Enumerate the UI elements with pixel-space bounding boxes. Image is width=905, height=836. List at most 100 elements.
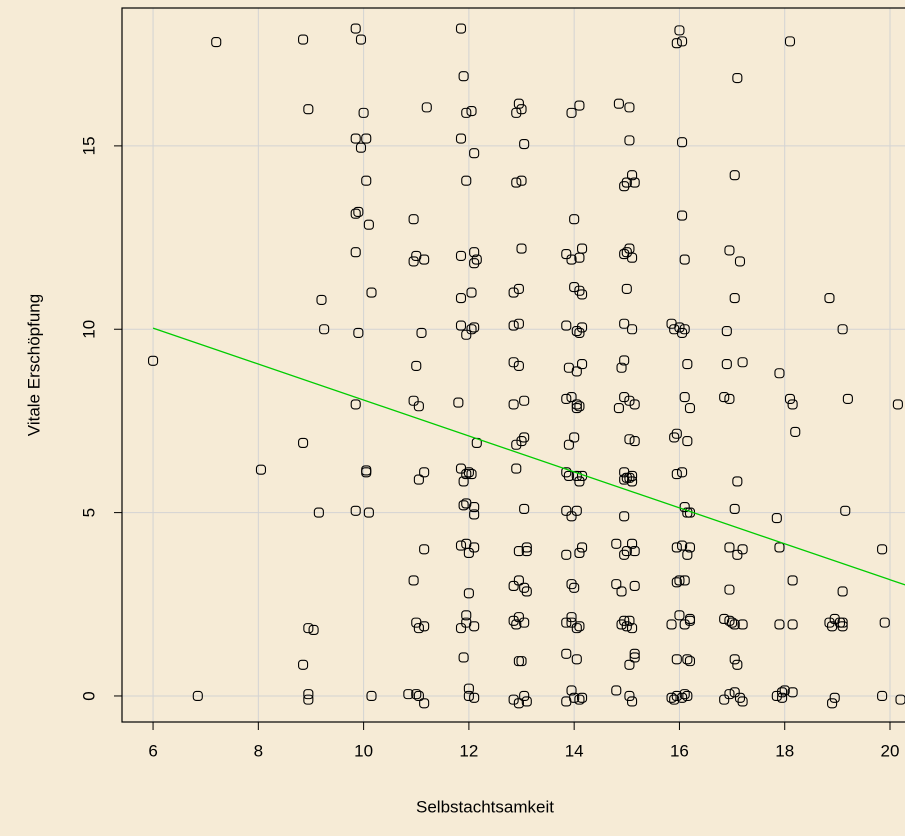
- point: [616, 586, 627, 597]
- point: [192, 690, 203, 702]
- point: [298, 659, 309, 670]
- point: [619, 615, 630, 626]
- point: [516, 104, 527, 115]
- point: [563, 439, 574, 450]
- point: [458, 500, 469, 511]
- point: [674, 322, 685, 333]
- point: [671, 469, 682, 480]
- point: [824, 617, 835, 628]
- point: [571, 654, 582, 665]
- point: [571, 623, 582, 634]
- point: [774, 619, 785, 630]
- point: [469, 247, 480, 258]
- point: [455, 133, 467, 144]
- point: [463, 690, 474, 702]
- y-tick-label: 5: [79, 508, 98, 517]
- point: [729, 503, 740, 514]
- point: [624, 135, 635, 146]
- point: [403, 689, 414, 700]
- point: [563, 470, 574, 481]
- point: [682, 654, 693, 665]
- point: [519, 503, 530, 514]
- point: [298, 437, 309, 448]
- point: [837, 324, 848, 335]
- point: [627, 252, 638, 263]
- point: [892, 399, 903, 410]
- point: [255, 464, 267, 475]
- point: [577, 322, 588, 333]
- point: [611, 538, 622, 549]
- point: [511, 619, 522, 630]
- point: [624, 434, 635, 445]
- point: [419, 698, 430, 709]
- point: [627, 538, 638, 549]
- point: [361, 175, 372, 186]
- point: [303, 694, 314, 705]
- point: [361, 465, 372, 476]
- point: [777, 687, 788, 698]
- point: [734, 692, 746, 703]
- point: [350, 399, 361, 410]
- point: [561, 320, 572, 331]
- point: [679, 254, 690, 265]
- point: [419, 621, 430, 632]
- point: [455, 320, 467, 331]
- point: [724, 615, 735, 626]
- point: [624, 615, 635, 626]
- point: [619, 318, 630, 329]
- x-tick-label: 18: [775, 741, 794, 760]
- point: [516, 656, 527, 667]
- point: [511, 107, 522, 118]
- point: [561, 617, 572, 628]
- point: [408, 214, 419, 225]
- point: [677, 692, 688, 703]
- point: [303, 104, 314, 115]
- point: [737, 619, 748, 630]
- point: [671, 690, 682, 702]
- point: [561, 393, 572, 404]
- point: [729, 619, 740, 630]
- point: [771, 690, 782, 702]
- point: [408, 256, 419, 267]
- point: [519, 139, 530, 150]
- point: [508, 694, 519, 705]
- point: [508, 399, 519, 410]
- point: [774, 368, 785, 379]
- point: [455, 250, 467, 261]
- point: [574, 694, 585, 705]
- point: [684, 613, 696, 625]
- point: [419, 544, 430, 555]
- point: [508, 320, 519, 331]
- point: [569, 214, 580, 225]
- point: [737, 544, 748, 555]
- point: [679, 689, 690, 700]
- point: [413, 623, 424, 634]
- point: [561, 249, 572, 260]
- point: [463, 683, 474, 694]
- point: [561, 467, 572, 478]
- point: [411, 360, 422, 371]
- point: [621, 472, 632, 483]
- point: [840, 505, 851, 516]
- point: [469, 509, 480, 520]
- point: [577, 289, 588, 300]
- point: [677, 327, 688, 338]
- x-tick-label: 16: [670, 741, 689, 760]
- point: [313, 507, 324, 518]
- point: [627, 170, 638, 181]
- point: [566, 579, 577, 590]
- point: [682, 436, 693, 447]
- point: [627, 470, 638, 481]
- point: [574, 547, 585, 558]
- point: [721, 359, 732, 370]
- point: [408, 395, 419, 406]
- point: [619, 355, 630, 366]
- point: [827, 698, 838, 709]
- point: [571, 470, 582, 481]
- point: [519, 395, 530, 406]
- point: [571, 505, 582, 516]
- point: [571, 366, 582, 377]
- point: [463, 467, 474, 478]
- y-axis-label: Vitale Erschöpfung: [24, 294, 43, 436]
- y-tick-label: 15: [79, 136, 98, 155]
